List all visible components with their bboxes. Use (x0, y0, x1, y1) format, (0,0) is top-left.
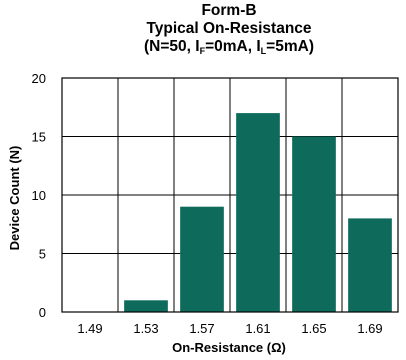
chart-subtitle: Typical On-Resistance (146, 20, 312, 37)
y-tick-label-10: 10 (32, 188, 46, 203)
y-tick-label-20: 20 (32, 71, 46, 86)
bars (124, 113, 392, 312)
conditions-prefix: (N=50, I (144, 38, 200, 55)
conditions-if-value: =0mA, I (205, 38, 261, 55)
if-subscript: F (199, 46, 206, 56)
x-tick-label-1.65: 1.65 (301, 321, 326, 336)
bar-1.61 (236, 113, 280, 312)
x-axis-label: On-Resistance (Ω) (172, 340, 286, 355)
x-tick-label-1.53: 1.53 (133, 321, 158, 336)
x-tick-label-1.61: 1.61 (245, 321, 270, 336)
y-tick-label-15: 15 (32, 130, 46, 145)
y-axis-label: Device Count (N) (7, 146, 22, 251)
conditions-il-value: =5mA) (266, 38, 314, 55)
bar-1.53 (124, 300, 168, 312)
bar-1.57 (180, 206, 224, 312)
y-tick-label-5: 5 (39, 247, 46, 262)
plot-frame (61, 77, 399, 313)
bar-1.69 (348, 218, 392, 312)
axes: 0 5 10 15 20 1.49 1.53 1.57 1.61 1.65 1.69 (32, 71, 399, 336)
x-tick-label-1.57: 1.57 (189, 321, 214, 336)
chart-conditions: (N=50, IF=0mA, IL=5mA) (52, 38, 406, 60)
grid-lines (62, 77, 398, 312)
chart-title: Form-B (201, 2, 257, 19)
il-subscript: L (260, 46, 267, 56)
chart-title-block: Form-B Typical On-Resistance (N=50, IF=0… (52, 2, 406, 60)
x-tick-label-1.69: 1.69 (357, 321, 382, 336)
y-tick-label-0: 0 (39, 305, 46, 320)
bar-1.65 (292, 136, 336, 312)
x-tick-label-1.49: 1.49 (77, 321, 102, 336)
